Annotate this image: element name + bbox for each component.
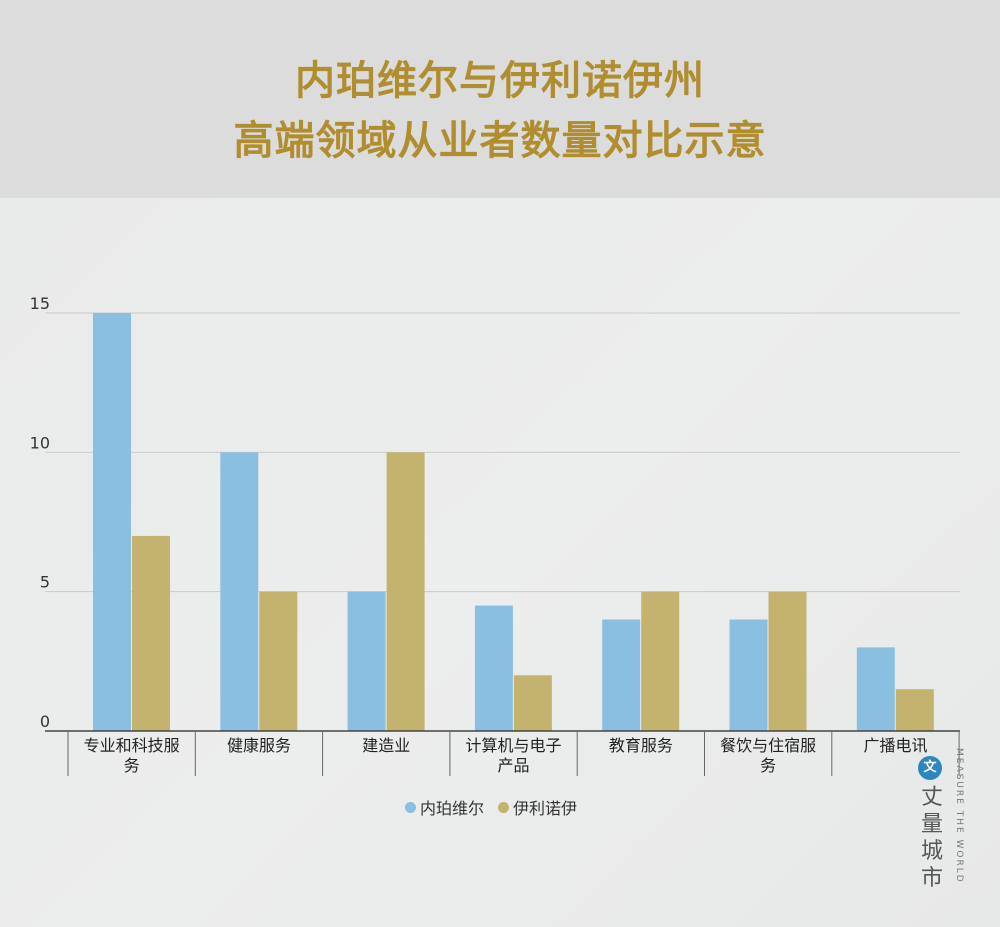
chart-title-line1: 内珀维尔与伊利诺伊州 <box>295 58 705 104</box>
legend-item-illinois: 伊利诺伊 <box>498 795 577 819</box>
x-tick-label: 餐饮与住宿服 <box>720 736 816 755</box>
legend-label-illinois: 伊利诺伊 <box>513 799 578 818</box>
x-tick-label: 教育服务 <box>609 736 673 755</box>
header-band <box>0 0 1000 198</box>
bar-naperville <box>856 647 895 731</box>
y-tick-label: 0 <box>40 712 50 731</box>
legend-dot-naperville <box>405 801 416 813</box>
legend-item-naperville: 内珀维尔 <box>405 795 484 819</box>
watermark-cn: 丈 量 城 市 <box>920 784 944 892</box>
watermark-cn-char: 量 <box>920 812 943 837</box>
x-tick-label: 产品 <box>498 756 530 775</box>
x-tick-label: 务 <box>124 756 140 775</box>
x-tick-label: 广播电讯 <box>863 736 927 755</box>
bar-illinois <box>259 591 298 731</box>
bar-naperville <box>602 619 641 731</box>
bar-illinois <box>641 591 680 731</box>
bar-naperville <box>220 452 259 731</box>
bar-naperville <box>729 619 768 731</box>
bar-naperville <box>474 605 513 731</box>
bar-illinois <box>895 689 934 731</box>
bar-naperville <box>93 313 131 731</box>
x-tick-label: 计算机与电子 <box>466 736 562 755</box>
chart-title-line2: 高端领域从业者数量对比示意 <box>233 118 767 164</box>
watermark-logo-icon: 文 <box>918 756 942 780</box>
watermark-cn-char: 丈 <box>920 785 943 810</box>
x-tick-label: 务 <box>760 756 776 775</box>
bar-naperville <box>347 591 386 731</box>
y-tick-label: 5 <box>40 573 50 592</box>
legend: 内珀维尔 伊利诺伊 <box>405 795 577 819</box>
bar-illinois <box>132 535 170 731</box>
watermark-en: MEASURE THE WORLD <box>954 748 964 884</box>
y-tick-label: 15 <box>30 294 50 313</box>
legend-dot-illinois <box>498 801 510 813</box>
watermark: 文 丈 量 城 市 MEASURE THE WORLD <box>918 748 978 898</box>
bar-illinois <box>513 675 552 731</box>
bar-illinois <box>768 591 807 731</box>
x-tick-label: 建造业 <box>362 736 410 755</box>
watermark-cn-char: 市 <box>920 866 943 891</box>
x-tick-label: 健康服务 <box>227 736 291 755</box>
watermark-cn-char: 城 <box>920 839 943 864</box>
x-tick-label: 专业和科技服 <box>84 736 180 755</box>
bar-illinois <box>386 452 425 731</box>
legend-label-naperville: 内珀维尔 <box>420 799 485 818</box>
y-tick-label: 10 <box>30 433 50 452</box>
